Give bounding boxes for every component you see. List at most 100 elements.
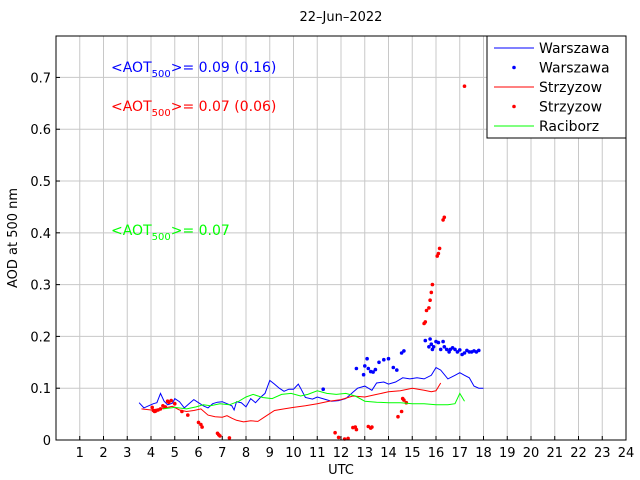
data-point: [396, 414, 400, 419]
data-point: [427, 306, 431, 310]
data-point: [163, 405, 168, 409]
y-tick-label: 0.2: [30, 330, 51, 345]
x-axis-label: UTC: [328, 463, 354, 478]
x-tick-label: 22: [570, 446, 587, 461]
aot-annotation: <AOT500>= 0.07 (0.06): [111, 99, 276, 119]
y-tick-label: 0.6: [30, 123, 51, 138]
data-point: [444, 347, 449, 352]
x-tick-label: 21: [546, 446, 563, 461]
data-point: [442, 345, 447, 349]
y-tick-label: 0.3: [30, 279, 51, 294]
legend-entry: Strzyzow: [512, 100, 602, 116]
data-point: [402, 398, 406, 402]
data-point: [346, 436, 350, 441]
series-warszawa-line: [138, 366, 484, 412]
data-point: [370, 425, 374, 429]
series-line: [162, 390, 465, 410]
legend-label: Raciborz: [539, 119, 599, 135]
legend: Warszawa Warszawa Strzyzow Strzyzow Raciborz: [486, 35, 627, 139]
data-point: [436, 251, 441, 256]
x-tick-label: 12: [333, 446, 350, 461]
data-point: [321, 387, 326, 392]
annotations: <AOT500>= 0.09 (0.16) <AOT500>= 0.07 (0.0…: [111, 60, 276, 243]
x-tick-label: 6: [194, 446, 202, 461]
data-point: [365, 356, 369, 361]
series-strzyzow-line: [141, 382, 442, 423]
x-tick-label: 9: [266, 446, 274, 461]
data-point: [373, 367, 378, 372]
data-point: [399, 409, 404, 414]
data-point: [441, 339, 445, 344]
legend-swatch-point: [512, 65, 516, 70]
series-warszawa-points: [321, 337, 481, 392]
x-tick-label: 13: [356, 446, 373, 461]
x-tick-label: 15: [404, 446, 421, 461]
data-point: [354, 366, 359, 371]
data-point: [423, 320, 428, 324]
y-axis-label: AOD at 500 nm: [6, 188, 21, 288]
data-point: [386, 356, 391, 361]
data-point: [150, 405, 154, 410]
x-tick-label: 5: [171, 446, 179, 461]
data-point: [382, 357, 386, 362]
data-point: [402, 349, 406, 353]
x-tick-label: 2: [99, 446, 107, 461]
series-line: [138, 366, 484, 412]
data-point: [391, 365, 396, 370]
data-point: [377, 360, 381, 365]
data-point: [427, 345, 431, 349]
data-point: [453, 347, 457, 352]
y-ticks: 0 0.1 0.2 0.3 0.4 0.5 0.6 0.7: [30, 71, 60, 449]
x-tick-label: 3: [123, 446, 131, 461]
legend-label: Warszawa: [539, 41, 610, 57]
series-layer: [138, 84, 484, 441]
data-point: [428, 337, 432, 341]
data-point: [462, 84, 467, 88]
data-point: [429, 342, 434, 347]
data-point: [436, 340, 441, 345]
data-point: [227, 436, 232, 440]
x-ticks: 1 2 3 4 5 6 7 8 9 10 11 12 13 14 15 16 17 18 19 20 21 22 23 24: [76, 436, 635, 461]
y-tick-label: 0.4: [30, 227, 51, 242]
y-tick-label: 0.7: [30, 71, 51, 86]
data-point: [438, 347, 443, 352]
data-point: [158, 407, 163, 411]
x-tick-label: 24: [618, 446, 635, 461]
aot-annotation: <AOT500>= 0.09 (0.16): [111, 60, 276, 80]
legend-entry: Warszawa: [512, 61, 610, 77]
data-point: [395, 368, 399, 372]
data-point: [361, 372, 366, 377]
data-point: [366, 366, 371, 371]
x-tick-label: 11: [309, 446, 326, 461]
data-point: [424, 308, 429, 313]
data-point: [429, 290, 434, 295]
data-point: [200, 425, 204, 429]
legend-entry: Raciborz: [494, 119, 599, 135]
data-point: [462, 351, 467, 355]
legend-entry: Warszawa: [494, 41, 610, 57]
y-tick-label: 0: [43, 434, 51, 449]
legend-label: Warszawa: [539, 61, 610, 77]
legend-swatch-point: [512, 104, 516, 109]
x-tick-label: 18: [475, 446, 492, 461]
data-point: [169, 398, 173, 403]
x-tick-label: 23: [594, 446, 611, 461]
x-tick-label: 8: [242, 446, 250, 461]
data-point: [455, 350, 460, 354]
y-tick-label: 0.1: [30, 382, 51, 397]
x-tick-label: 7: [218, 446, 226, 461]
aot-annotation: <AOT500>= 0.07: [111, 223, 230, 243]
data-point: [336, 435, 341, 440]
data-point: [218, 434, 222, 438]
x-tick-label: 4: [147, 446, 155, 461]
data-point: [442, 215, 447, 220]
data-point: [458, 348, 462, 352]
legend-label: Strzyzow: [539, 80, 602, 96]
data-point: [399, 351, 404, 355]
x-tick-label: 17: [451, 446, 468, 461]
data-point: [477, 348, 481, 353]
series-raciborz-line: [162, 390, 465, 410]
x-tick-label: 20: [523, 446, 540, 461]
data-point: [431, 345, 436, 349]
